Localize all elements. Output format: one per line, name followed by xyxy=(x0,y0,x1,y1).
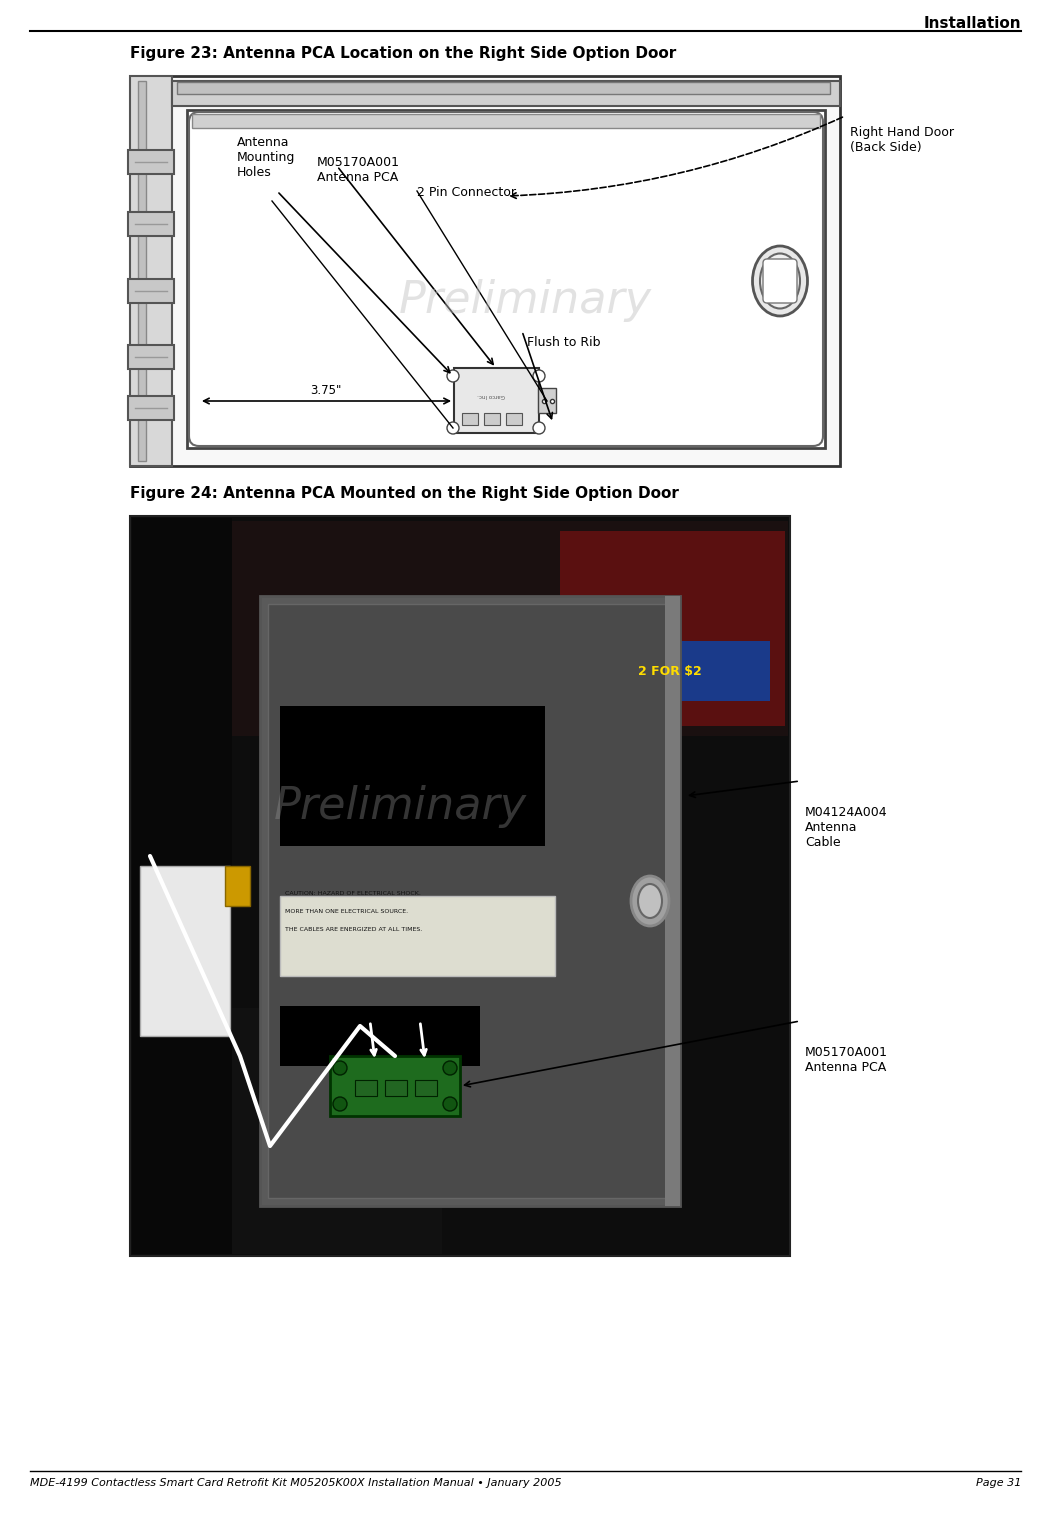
Bar xyxy=(128,212,174,237)
Bar xyxy=(415,1080,437,1096)
Bar xyxy=(130,516,790,1256)
Text: THE CABLES ARE ENERGIZED AT ALL TIMES.: THE CABLES ARE ENERGIZED AT ALL TIMES. xyxy=(285,926,423,932)
Bar xyxy=(260,597,680,1206)
Bar xyxy=(130,76,840,465)
Bar xyxy=(128,395,174,420)
Circle shape xyxy=(447,369,459,382)
Text: CAUTION: HAZARD OF ELECTRICAL SHOCK.: CAUTION: HAZARD OF ELECTRICAL SHOCK. xyxy=(285,891,420,896)
FancyBboxPatch shape xyxy=(763,259,797,304)
Text: 3.75": 3.75" xyxy=(310,385,342,397)
Text: Page 31: Page 31 xyxy=(975,1479,1021,1488)
Bar xyxy=(187,110,825,449)
Bar xyxy=(538,388,556,414)
Circle shape xyxy=(533,423,545,433)
Bar xyxy=(138,81,146,461)
Text: MORE THAN ONE ELECTRICAL SOURCE.: MORE THAN ONE ELECTRICAL SOURCE. xyxy=(285,909,408,914)
Bar xyxy=(268,604,672,1198)
Bar xyxy=(280,896,555,977)
Bar xyxy=(280,707,545,845)
Bar xyxy=(177,82,830,95)
Text: Flush to Rib: Flush to Rib xyxy=(527,336,600,349)
Bar xyxy=(454,368,539,433)
Circle shape xyxy=(333,1061,347,1074)
Bar xyxy=(128,345,174,369)
Circle shape xyxy=(444,1097,457,1111)
Bar xyxy=(128,150,174,174)
Circle shape xyxy=(333,1097,347,1111)
Bar xyxy=(330,1056,460,1116)
Text: Figure 23: Antenna PCA Location on the Right Side Option Door: Figure 23: Antenna PCA Location on the R… xyxy=(130,46,676,61)
Bar xyxy=(355,1080,377,1096)
Text: Garco Inc.: Garco Inc. xyxy=(477,392,504,397)
Text: M05170A001
Antenna PCA: M05170A001 Antenna PCA xyxy=(805,1045,888,1074)
Bar xyxy=(140,865,230,1036)
Bar xyxy=(132,520,788,736)
Ellipse shape xyxy=(631,876,669,926)
Bar xyxy=(172,81,840,105)
FancyBboxPatch shape xyxy=(189,111,823,446)
Bar xyxy=(506,414,522,426)
Bar xyxy=(485,414,500,426)
Bar xyxy=(225,865,250,906)
Bar xyxy=(385,1080,407,1096)
Bar xyxy=(130,76,172,465)
Circle shape xyxy=(533,369,545,382)
Bar xyxy=(560,531,785,726)
Bar xyxy=(132,517,232,1254)
Text: Antenna
Mounting
Holes: Antenna Mounting Holes xyxy=(236,136,295,179)
Ellipse shape xyxy=(638,884,662,919)
Circle shape xyxy=(447,423,459,433)
Bar xyxy=(132,1009,442,1254)
Bar xyxy=(192,114,820,128)
Bar xyxy=(665,597,680,1206)
Text: M04124A004
Antenna
Cable: M04124A004 Antenna Cable xyxy=(805,806,888,848)
Ellipse shape xyxy=(760,253,800,308)
Bar xyxy=(128,279,174,302)
Text: Preliminary: Preliminary xyxy=(273,784,527,827)
Text: MDE-4199 Contactless Smart Card Retrofit Kit M05205K00X Installation Manual • Ja: MDE-4199 Contactless Smart Card Retrofit… xyxy=(30,1479,561,1488)
Text: Preliminary: Preliminary xyxy=(398,279,652,322)
Text: M05170A001
Antenna PCA: M05170A001 Antenna PCA xyxy=(317,156,400,185)
Ellipse shape xyxy=(753,246,807,316)
Bar xyxy=(570,641,770,700)
Text: 2 Pin Connector: 2 Pin Connector xyxy=(417,186,516,198)
Text: 2 FOR $2: 2 FOR $2 xyxy=(638,664,702,678)
Text: Installation: Installation xyxy=(924,15,1021,31)
Circle shape xyxy=(444,1061,457,1074)
Text: Right Hand Door
(Back Side): Right Hand Door (Back Side) xyxy=(850,127,954,154)
Bar xyxy=(280,1006,480,1067)
Bar xyxy=(462,414,478,426)
Text: Figure 24: Antenna PCA Mounted on the Right Side Option Door: Figure 24: Antenna PCA Mounted on the Ri… xyxy=(130,485,679,501)
